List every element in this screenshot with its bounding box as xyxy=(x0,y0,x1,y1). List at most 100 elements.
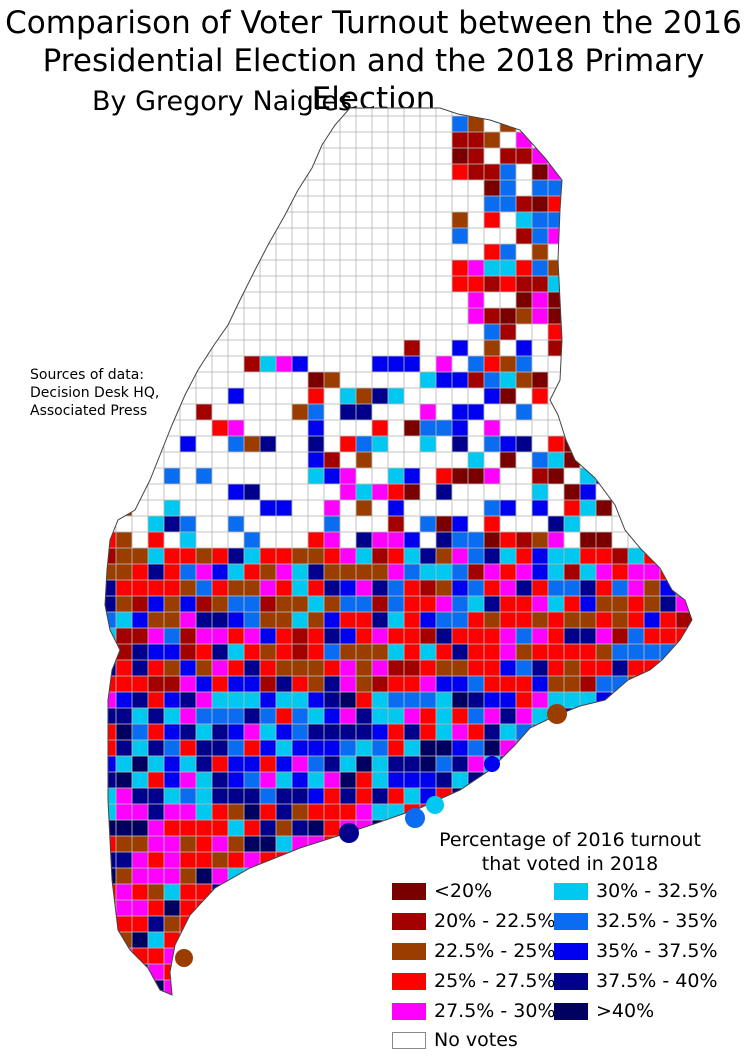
town-cell xyxy=(532,756,548,772)
town-cell xyxy=(132,116,148,132)
town-cell xyxy=(452,468,468,484)
town-cell xyxy=(132,340,148,356)
town-cell xyxy=(180,596,196,612)
town-cell xyxy=(244,628,260,644)
town-cell xyxy=(260,788,276,804)
town-cell xyxy=(452,276,468,292)
town-cell xyxy=(692,100,708,116)
town-cell xyxy=(660,452,676,468)
town-cell xyxy=(628,612,644,628)
town-boundary xyxy=(227,147,245,165)
town-cell xyxy=(564,356,580,372)
town-cell xyxy=(676,996,692,1012)
town-cell xyxy=(105,548,116,564)
town-cell xyxy=(116,596,132,612)
town-boundary xyxy=(659,659,677,677)
town-boundary xyxy=(227,931,245,949)
town-cell xyxy=(212,164,228,180)
town-cell xyxy=(324,196,340,212)
town-cell xyxy=(372,108,388,116)
town-cell xyxy=(308,452,324,468)
town-cell xyxy=(612,148,628,164)
town-cell xyxy=(196,452,212,468)
town-cell xyxy=(644,388,660,404)
town-cell xyxy=(516,532,532,548)
town-boundary xyxy=(211,163,229,181)
town-boundary xyxy=(691,739,692,757)
town-cell xyxy=(596,596,612,612)
town-cell xyxy=(644,324,660,340)
town-cell xyxy=(596,580,612,596)
town-cell xyxy=(484,356,500,372)
town-cell xyxy=(436,676,452,692)
town-cell xyxy=(420,500,436,516)
town-cell xyxy=(196,404,212,420)
town-cell xyxy=(324,516,340,532)
town-cell xyxy=(212,340,228,356)
town-cell xyxy=(308,420,324,436)
town-cell xyxy=(612,644,628,660)
town-cell xyxy=(180,340,196,356)
town-cell xyxy=(180,116,196,132)
town-boundary xyxy=(132,996,148,1012)
town-boundary xyxy=(195,307,213,325)
town-cell xyxy=(276,340,292,356)
town-cell xyxy=(180,516,196,532)
town-cell xyxy=(532,196,548,212)
town-cell xyxy=(180,500,196,516)
town-cell xyxy=(452,212,468,228)
town-cell xyxy=(292,468,308,484)
town-cell xyxy=(132,564,148,580)
town-boundary xyxy=(147,307,165,325)
town-cell xyxy=(628,580,644,596)
town-cell xyxy=(356,596,372,612)
town-cell xyxy=(660,724,676,740)
town-cell xyxy=(404,148,420,164)
town-cell xyxy=(532,564,548,580)
town-cell xyxy=(692,788,708,804)
town-boundary xyxy=(227,963,245,981)
town-cell xyxy=(436,420,452,436)
town-cell xyxy=(105,980,116,995)
town-boundary xyxy=(115,963,133,981)
town-cell xyxy=(516,884,532,900)
town-cell xyxy=(148,468,164,484)
town-cell xyxy=(276,356,292,372)
town-cell xyxy=(468,228,484,244)
town-cell xyxy=(580,356,596,372)
town-cell xyxy=(372,692,388,708)
town-cell xyxy=(228,372,244,388)
town-boundary xyxy=(259,931,277,949)
town-cell xyxy=(500,324,516,340)
town-cell xyxy=(420,108,436,116)
town-cell xyxy=(260,660,276,676)
town-cell xyxy=(692,804,708,820)
town-cell xyxy=(388,148,404,164)
town-cell xyxy=(436,292,452,308)
town-boundary xyxy=(115,307,133,325)
town-boundary xyxy=(148,996,164,1012)
town-boundary xyxy=(643,803,661,821)
town-cell xyxy=(436,196,452,212)
town-cell xyxy=(548,452,564,468)
town-cell xyxy=(356,388,372,404)
town-cell xyxy=(324,468,340,484)
town-boundary xyxy=(531,803,549,821)
town-cell xyxy=(148,180,164,196)
town-cell xyxy=(180,740,196,756)
town-cell xyxy=(452,372,468,388)
town-cell xyxy=(500,228,516,244)
town-cell xyxy=(580,468,596,484)
town-cell xyxy=(276,996,292,1012)
town-boundary xyxy=(611,467,629,485)
town-cell xyxy=(628,660,644,676)
town-cell xyxy=(676,196,692,212)
town-cell xyxy=(105,228,116,244)
town-cell xyxy=(132,740,148,756)
town-boundary xyxy=(147,243,165,261)
town-boundary xyxy=(179,115,197,133)
town-boundary xyxy=(627,451,645,469)
town-cell xyxy=(660,708,676,724)
town-cell xyxy=(276,596,292,612)
town-cell xyxy=(532,356,548,372)
